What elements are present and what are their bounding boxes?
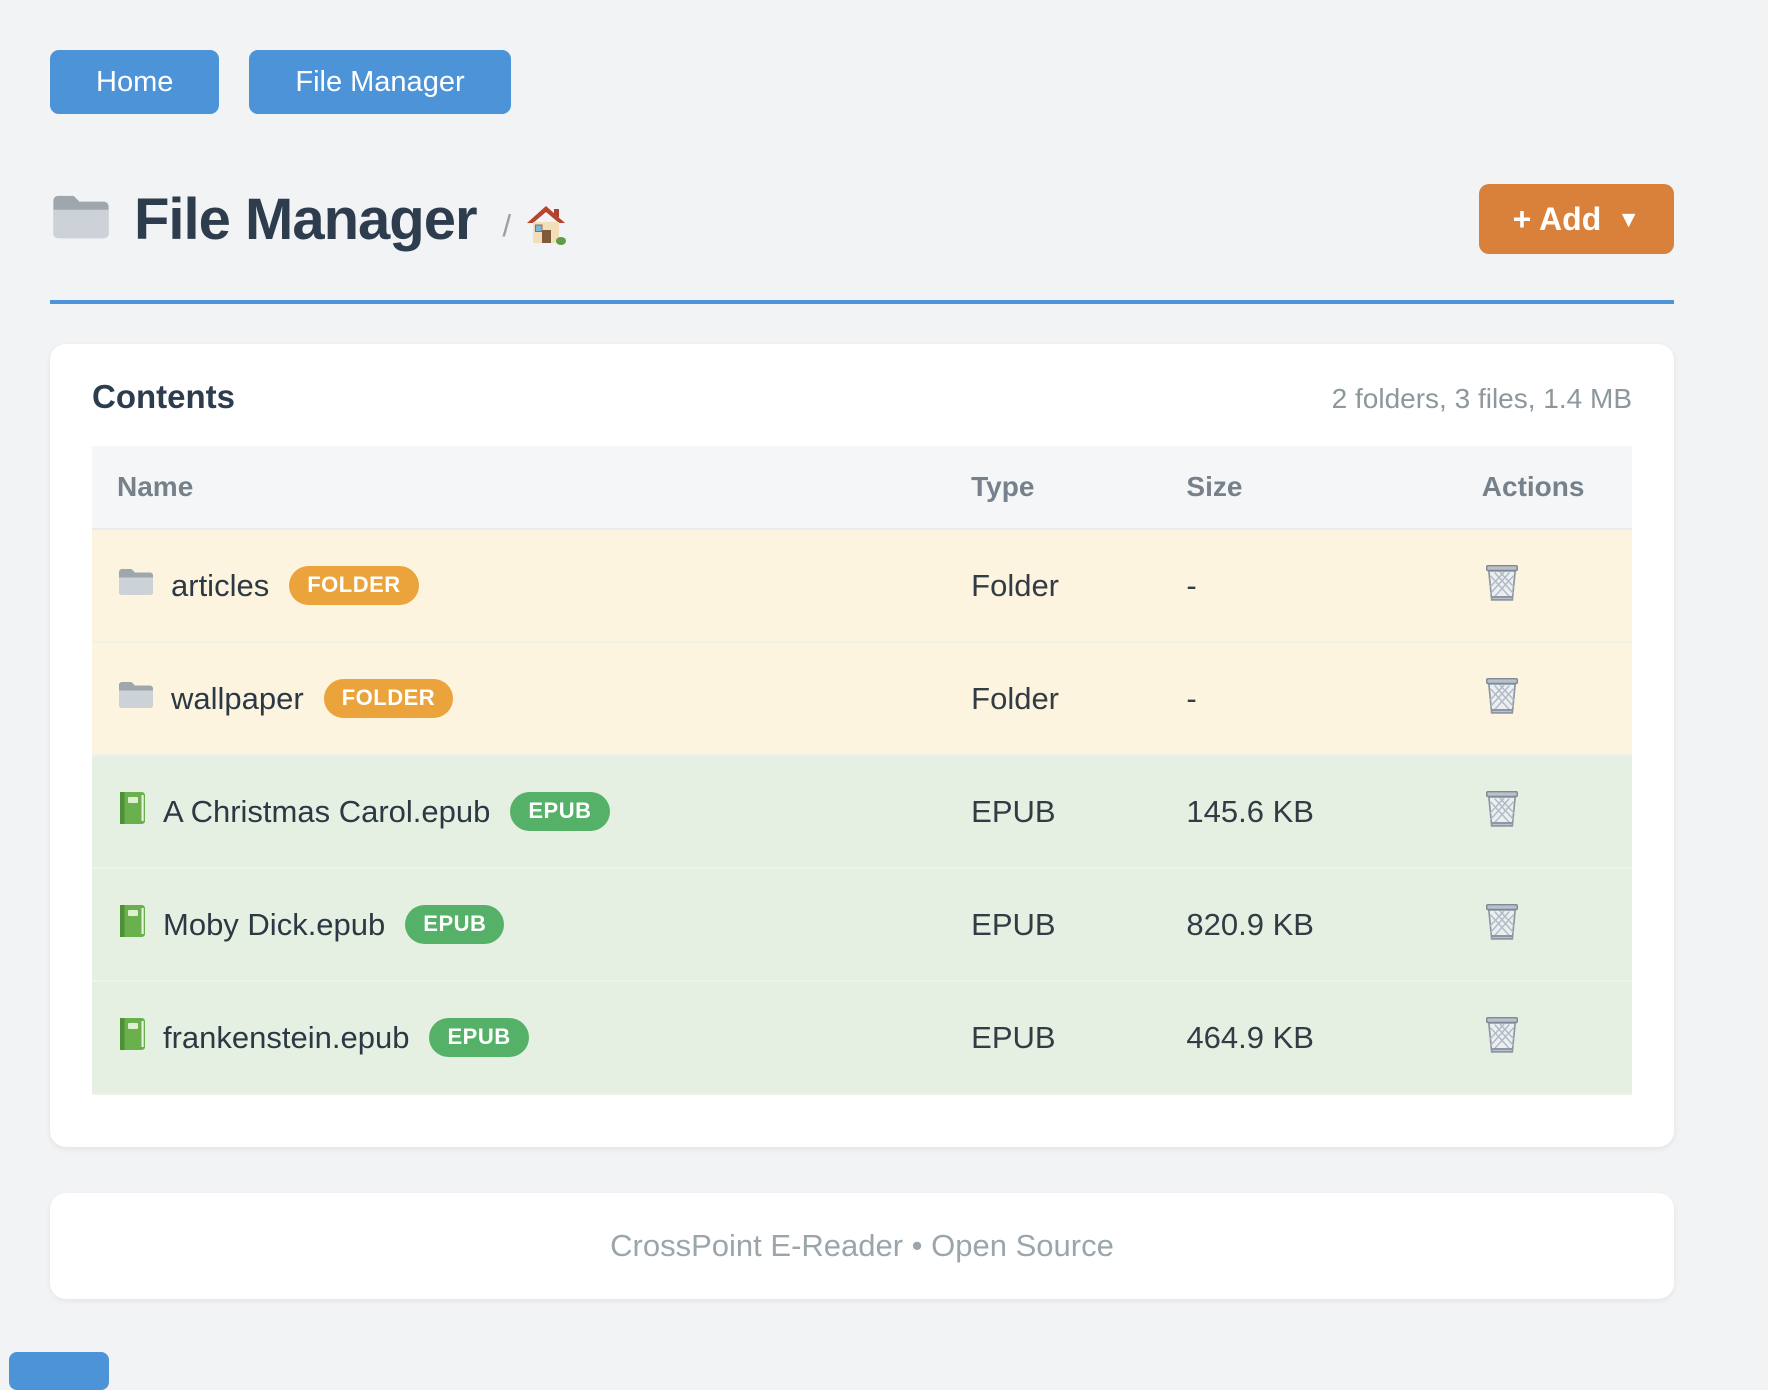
- wastebasket-icon: [1484, 675, 1520, 718]
- column-header-type: Type: [971, 446, 1187, 530]
- type-badge: EPUB: [429, 1018, 529, 1057]
- type-cell: EPUB: [971, 1019, 1056, 1055]
- delete-button[interactable]: [1482, 901, 1520, 944]
- add-button-label: + Add: [1512, 200, 1602, 237]
- table-row[interactable]: frankenstein.epub EPUB EPUB 464.9 KB: [92, 981, 1632, 1094]
- partial-bottom-button[interactable]: [9, 1352, 109, 1390]
- wastebasket-icon: [1484, 1014, 1520, 1057]
- file-manager-button[interactable]: File Manager: [249, 50, 511, 114]
- table-row[interactable]: Moby Dick.epub EPUB EPUB 820.9 KB: [92, 868, 1632, 981]
- delete-button[interactable]: [1482, 562, 1520, 605]
- type-cell: Folder: [971, 567, 1060, 603]
- contents-table: Name Type Size Actions: [92, 446, 1632, 1095]
- page-header: File Manager / + Add ▼: [50, 184, 1674, 254]
- column-header-size: Size: [1186, 446, 1482, 530]
- breadcrumb-separator: /: [502, 208, 512, 243]
- contents-title: Contents: [92, 378, 235, 415]
- page: Home File Manager File Manager /: [50, 50, 1674, 1299]
- type-cell: Folder: [971, 680, 1060, 716]
- wastebasket-icon: [1484, 562, 1520, 605]
- delete-button[interactable]: [1482, 1014, 1520, 1057]
- footer-text: CrossPoint E-Reader • Open Source: [610, 1228, 1114, 1263]
- footer: CrossPoint E-Reader • Open Source: [50, 1193, 1674, 1299]
- size-cell: 464.9 KB: [1186, 1019, 1314, 1055]
- type-badge: EPUB: [405, 905, 505, 944]
- type-badge: FOLDER: [289, 566, 419, 605]
- file-name[interactable]: wallpaper: [171, 680, 304, 716]
- house-icon[interactable]: [525, 205, 567, 250]
- size-cell: -: [1186, 680, 1197, 716]
- contents-summary: 2 folders, 3 files, 1.4 MB: [1331, 383, 1632, 414]
- chevron-down-icon: ▼: [1617, 205, 1640, 232]
- type-badge: EPUB: [510, 792, 610, 831]
- type-cell: EPUB: [971, 906, 1056, 942]
- size-cell: 145.6 KB: [1186, 793, 1314, 829]
- type-badge: FOLDER: [323, 679, 454, 718]
- page-title: File Manager: [134, 186, 478, 252]
- table-row[interactable]: articles FOLDER Folder -: [92, 529, 1632, 642]
- size-cell: -: [1186, 567, 1197, 603]
- table-row[interactable]: A Christmas Carol.epub EPUB EPUB 145.6 K…: [92, 755, 1632, 868]
- add-button[interactable]: + Add ▼: [1478, 184, 1674, 254]
- folder-icon: [117, 679, 155, 719]
- contents-table-body: articles FOLDER Folder -: [92, 529, 1632, 1094]
- folder-icon: [50, 191, 112, 248]
- wastebasket-icon: [1484, 788, 1520, 831]
- file-name[interactable]: frankenstein.epub: [163, 1019, 410, 1055]
- title-group: File Manager /: [50, 186, 567, 253]
- delete-button[interactable]: [1482, 788, 1520, 831]
- contents-card: Contents 2 folders, 3 files, 1.4 MB Name…: [50, 344, 1674, 1147]
- file-name[interactable]: Moby Dick.epub: [163, 906, 386, 942]
- column-header-actions: Actions: [1481, 446, 1632, 530]
- green-book-icon: [117, 903, 147, 947]
- top-nav: Home File Manager: [50, 50, 1674, 114]
- column-header-name: Name: [92, 446, 972, 530]
- title-divider: [50, 300, 1674, 304]
- size-cell: 820.9 KB: [1186, 906, 1314, 942]
- green-book-icon: [117, 1016, 147, 1060]
- green-book-icon: [117, 790, 147, 834]
- delete-button[interactable]: [1482, 675, 1520, 718]
- table-header-row: Name Type Size Actions: [92, 446, 1632, 530]
- file-name[interactable]: A Christmas Carol.epub: [163, 793, 491, 829]
- home-button[interactable]: Home: [50, 50, 220, 114]
- contents-card-header: Contents 2 folders, 3 files, 1.4 MB: [92, 378, 1632, 416]
- folder-icon: [117, 566, 155, 606]
- table-row[interactable]: wallpaper FOLDER Folder -: [92, 642, 1632, 755]
- file-name[interactable]: articles: [171, 567, 270, 603]
- wastebasket-icon: [1484, 901, 1520, 944]
- type-cell: EPUB: [971, 793, 1056, 829]
